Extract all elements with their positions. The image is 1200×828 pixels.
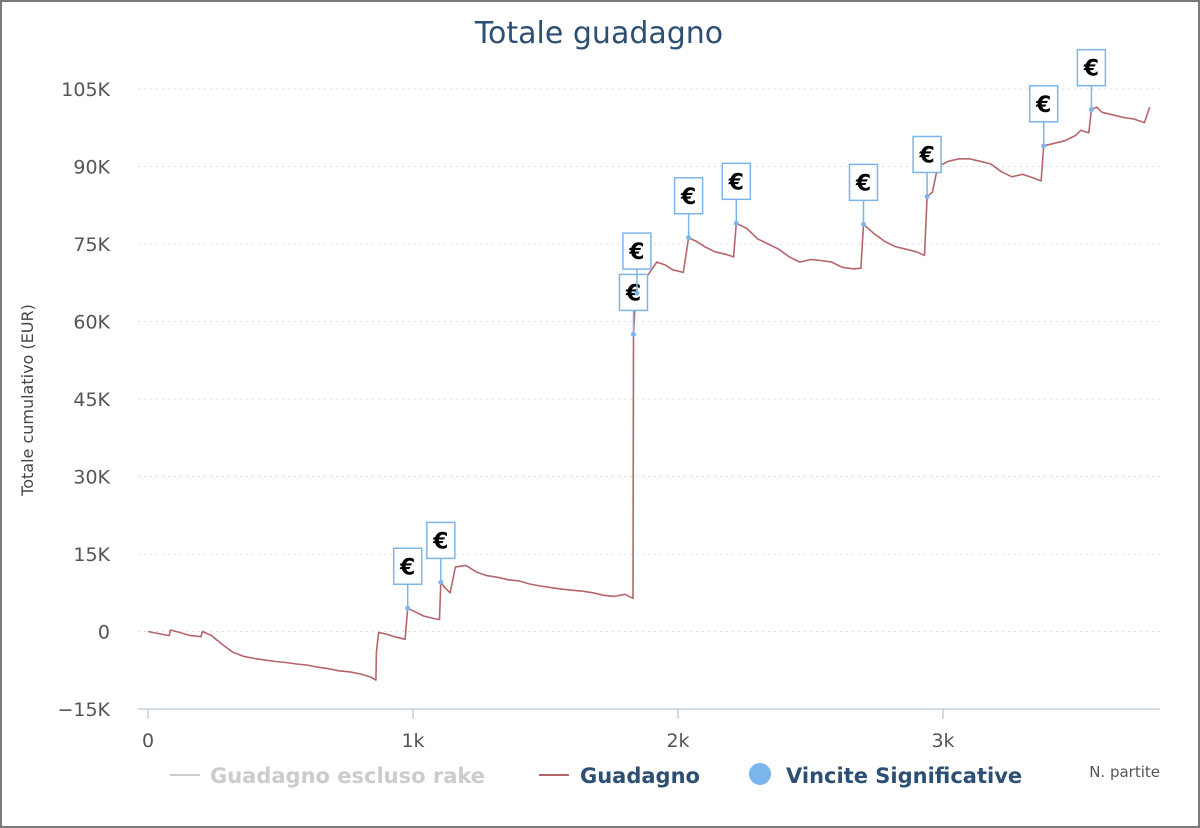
flag-euro-symbol: € xyxy=(1083,57,1099,82)
flag-euro-symbol: € xyxy=(728,170,744,195)
flag-box xyxy=(622,232,652,270)
flag-box xyxy=(426,521,456,560)
chart-title: Totale guadagno xyxy=(474,16,723,51)
y-tick-label: 75K xyxy=(73,234,110,256)
significant-win-flag: € xyxy=(1028,85,1059,149)
x-tick-label: 1k xyxy=(401,730,424,752)
significant-win-point xyxy=(405,605,411,611)
x-tick-label: 2k xyxy=(666,730,689,752)
significant-win-flag: € xyxy=(426,521,456,585)
significant-win-point xyxy=(438,579,444,585)
series-layer xyxy=(147,106,1151,681)
legend-symbol-vincite-significative[interactable] xyxy=(749,763,771,785)
flag-box xyxy=(392,547,423,585)
significant-win-flag: € xyxy=(673,177,704,241)
flag-euro-symbol: € xyxy=(855,171,871,196)
significant-win-point xyxy=(733,220,739,226)
significant-win-flag: € xyxy=(622,232,652,296)
y-tick-label: 0 xyxy=(98,622,110,644)
y-tick-label: 90K xyxy=(73,157,110,179)
y-tick-label: 45K xyxy=(73,389,110,411)
flag-box xyxy=(673,177,704,215)
flag-box xyxy=(1076,48,1107,87)
significant-win-point xyxy=(1088,107,1094,113)
flag-box xyxy=(912,135,942,174)
legend: Guadagno escluso rake Guadagno Vincite S… xyxy=(170,763,1022,788)
flag-euro-symbol: € xyxy=(628,240,644,265)
significant-win-flag: € xyxy=(912,135,942,199)
flag-euro-symbol: € xyxy=(432,529,448,554)
significant-win-point xyxy=(861,221,866,227)
significant-win-flag: € xyxy=(392,547,423,611)
y-tick-label: −15K xyxy=(57,699,110,721)
flag-box xyxy=(618,273,649,312)
significant-win-flag: € xyxy=(1076,48,1107,113)
flag-euro-symbol: € xyxy=(680,185,696,210)
legend-item-guadagno-escluso-rake[interactable]: Guadagno escluso rake xyxy=(210,764,485,788)
flag-euro-symbol: € xyxy=(918,143,934,168)
y-tick-label: 15K xyxy=(73,544,110,566)
significant-win-point xyxy=(630,331,636,337)
significant-win-point xyxy=(1041,143,1047,149)
flag-box xyxy=(848,163,879,202)
significant-win-flag: € xyxy=(848,163,879,227)
significant-win-flag: € xyxy=(618,273,649,337)
y-tick-label: 60K xyxy=(73,312,110,334)
flag-euro-symbol: € xyxy=(399,555,415,580)
series-line-guadagno xyxy=(147,106,1151,681)
significant-win-flag: € xyxy=(721,162,752,226)
flag-box xyxy=(1028,85,1059,123)
x-tick-label: 3k xyxy=(931,730,954,752)
legend-item-vincite-significative[interactable]: Vincite Significative xyxy=(786,764,1022,788)
axes: −15K 0 15K 30K 45K 60K 75K 90K 105K 0 1k 2k 3k xyxy=(57,79,1160,752)
significant-win-point xyxy=(924,193,930,199)
x-axis-label: N. partite xyxy=(1089,763,1160,781)
y-tick-label: 105K xyxy=(61,79,110,101)
grid xyxy=(138,88,1160,710)
flag-box xyxy=(721,162,752,201)
y-axis-label: Totale cumulativo (EUR) xyxy=(18,304,37,497)
flag-euro-symbol: € xyxy=(1035,93,1051,118)
significant-win-point xyxy=(634,290,640,296)
x-tick-label: 0 xyxy=(142,730,154,752)
significant-win-point xyxy=(686,235,692,241)
y-tick-label: 30K xyxy=(73,467,110,489)
significant-wins-layer: € € € € € € € € € € xyxy=(392,48,1107,611)
legend-item-guadagno[interactable]: Guadagno xyxy=(580,764,700,788)
